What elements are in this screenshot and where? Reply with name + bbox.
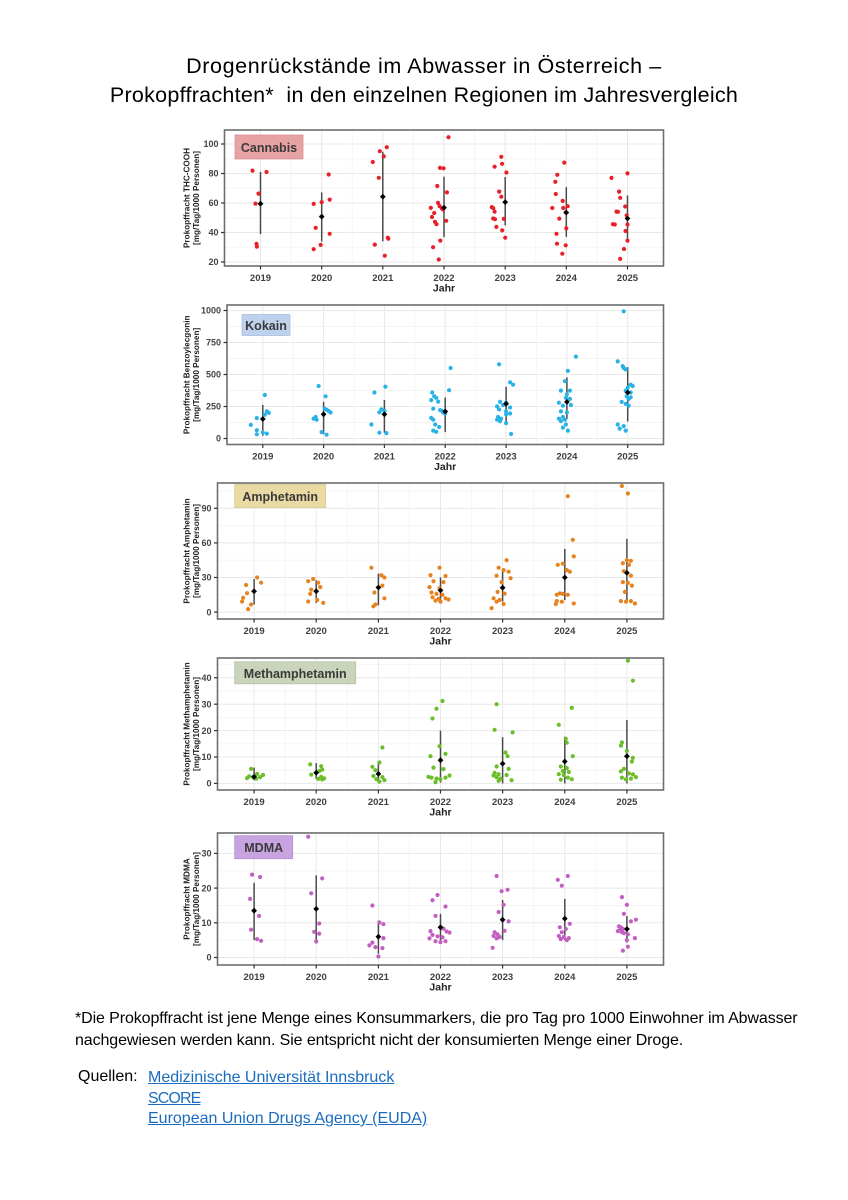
svg-text:2019: 2019 [244, 972, 265, 983]
svg-text:250: 250 [206, 402, 221, 412]
svg-text:2022: 2022 [433, 273, 454, 284]
svg-text:Amphetamin: Amphetamin [242, 490, 318, 504]
svg-text:0: 0 [206, 607, 211, 617]
svg-text:10: 10 [201, 752, 211, 762]
svg-text:MDMA: MDMA [244, 841, 283, 855]
svg-text:2022: 2022 [430, 972, 451, 983]
svg-text:[mg/Tag/1000 Personen]: [mg/Tag/1000 Personen] [192, 328, 201, 422]
svg-text:2021: 2021 [372, 273, 394, 284]
svg-text:1000: 1000 [201, 306, 221, 316]
svg-text:30: 30 [201, 699, 211, 709]
svg-text:Jahr: Jahr [433, 283, 455, 295]
svg-text:2024: 2024 [556, 452, 578, 463]
svg-text:2021: 2021 [374, 452, 396, 463]
svg-text:2025: 2025 [616, 626, 638, 637]
svg-text:[mg/Tag/1000 Personen]: [mg/Tag/1000 Personen] [192, 151, 201, 245]
svg-text:750: 750 [206, 338, 221, 348]
svg-text:2025: 2025 [616, 972, 638, 983]
svg-text:80: 80 [208, 169, 218, 179]
svg-text:Prokopffracht Amphetamin: Prokopffracht Amphetamin [183, 498, 192, 603]
svg-text:40: 40 [208, 228, 218, 238]
svg-text:2024: 2024 [556, 273, 578, 284]
svg-text:0: 0 [206, 953, 211, 963]
svg-text:Jahr: Jahr [434, 461, 456, 473]
svg-text:[mg/Tag/1000 Personen]: [mg/Tag/1000 Personen] [192, 852, 201, 946]
svg-text:2020: 2020 [306, 626, 327, 637]
svg-text:2021: 2021 [368, 797, 390, 808]
svg-text:0: 0 [206, 779, 211, 789]
svg-text:Jahr: Jahr [429, 636, 451, 648]
svg-text:Kokain: Kokain [245, 319, 287, 333]
svg-text:Prokopffracht Benzoylecgonin: Prokopffracht Benzoylecgonin [183, 315, 192, 434]
svg-text:2023: 2023 [492, 797, 513, 808]
svg-text:2022: 2022 [430, 797, 451, 808]
svg-text:[mg/Tag/1000 Personen]: [mg/Tag/1000 Personen] [192, 504, 201, 598]
svg-text:2023: 2023 [496, 452, 517, 463]
svg-text:2025: 2025 [617, 452, 639, 463]
svg-text:30: 30 [201, 849, 211, 859]
svg-text:60: 60 [208, 198, 218, 208]
svg-text:Prokopffracht Methamphetamin: Prokopffracht Methamphetamin [183, 662, 192, 785]
svg-text:2019: 2019 [252, 452, 273, 463]
svg-text:Jahr: Jahr [429, 807, 451, 819]
svg-text:2024: 2024 [554, 972, 576, 983]
svg-text:2019: 2019 [244, 797, 265, 808]
svg-text:2020: 2020 [311, 273, 332, 284]
svg-text:2023: 2023 [492, 626, 513, 637]
svg-text:2020: 2020 [306, 972, 327, 983]
svg-text:20: 20 [208, 257, 218, 267]
svg-text:2023: 2023 [492, 972, 513, 983]
svg-text:2020: 2020 [306, 797, 327, 808]
svg-text:2024: 2024 [554, 626, 576, 637]
svg-text:2020: 2020 [313, 452, 334, 463]
svg-text:Prokopffracht MDMA: Prokopffracht MDMA [183, 858, 192, 940]
svg-text:10: 10 [201, 918, 211, 928]
svg-text:2023: 2023 [495, 273, 516, 284]
svg-text:20: 20 [201, 883, 211, 893]
svg-text:60: 60 [201, 538, 211, 548]
svg-text:Cannabis: Cannabis [241, 141, 297, 155]
svg-text:2019: 2019 [244, 626, 265, 637]
svg-text:2025: 2025 [616, 797, 638, 808]
svg-text:2021: 2021 [368, 972, 390, 983]
svg-text:[mg/Tag/1000 Personen]: [mg/Tag/1000 Personen] [192, 677, 201, 771]
svg-text:2024: 2024 [554, 797, 576, 808]
svg-text:Methamphetamin: Methamphetamin [244, 667, 347, 681]
svg-text:30: 30 [201, 573, 211, 583]
svg-text:100: 100 [203, 139, 218, 149]
svg-text:2025: 2025 [617, 273, 639, 284]
svg-text:2022: 2022 [435, 452, 456, 463]
svg-text:500: 500 [206, 370, 221, 380]
svg-text:0: 0 [216, 434, 221, 444]
svg-text:2022: 2022 [430, 626, 451, 637]
svg-text:40: 40 [201, 673, 211, 683]
svg-text:Prokopffracht THC-COOH: Prokopffracht THC-COOH [183, 148, 192, 248]
svg-text:2019: 2019 [250, 273, 271, 284]
svg-text:Jahr: Jahr [429, 982, 451, 994]
svg-text:90: 90 [201, 504, 211, 514]
svg-text:20: 20 [201, 726, 211, 736]
svg-text:2021: 2021 [368, 626, 390, 637]
